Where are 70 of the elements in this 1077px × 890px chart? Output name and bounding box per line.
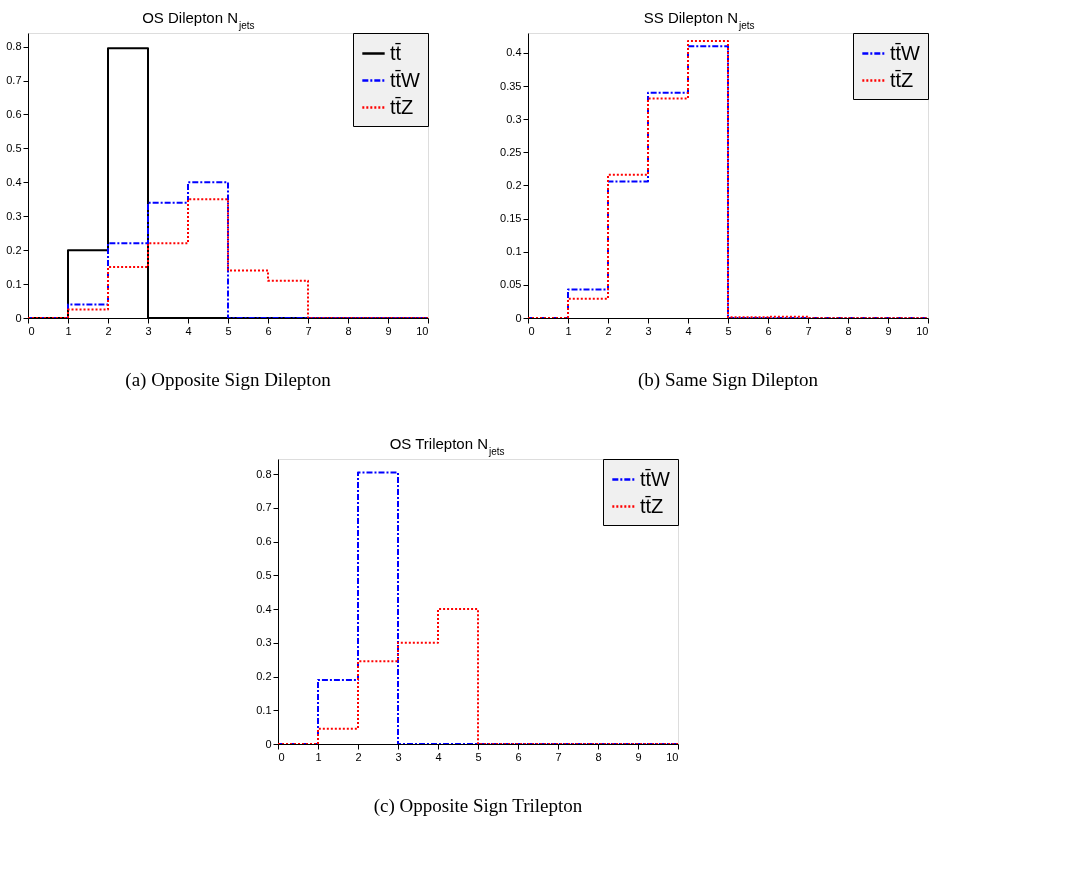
y-tick-label: 0.2: [6, 243, 22, 256]
x-tick-label: 8: [845, 324, 852, 337]
y-tick-label: 0.3: [256, 636, 272, 649]
x-tick-label: 2: [355, 750, 362, 763]
y-tick-label: 0.2: [506, 178, 522, 191]
legend-label: tt̄Z: [640, 494, 664, 517]
x-tick-label: 9: [635, 750, 642, 763]
x-tick-label: 7: [805, 324, 812, 337]
y-tick-label: 0.5: [6, 141, 22, 154]
x-tick-label: 2: [605, 324, 612, 337]
x-tick-label: 7: [305, 324, 312, 337]
legend-label: tt̄: [390, 41, 402, 64]
y-tick-label: 0.7: [6, 74, 22, 86]
x-tick-label: 9: [885, 324, 892, 337]
x-tick-label: 1: [565, 324, 572, 337]
y-tick-label: 0: [15, 311, 22, 324]
x-tick-label: 4: [685, 324, 692, 337]
x-tick-label: 0: [528, 324, 535, 337]
y-tick-label: 0.6: [6, 107, 22, 120]
x-tick-label: 10: [416, 324, 429, 337]
x-tick-label: 6: [765, 324, 772, 337]
x-tick-label: 4: [185, 324, 192, 337]
legend-label: tt̄W: [390, 68, 421, 91]
y-tick-label: 0.15: [500, 212, 522, 225]
x-tick-label: 0: [278, 750, 285, 763]
y-tick-label: 0.4: [506, 46, 522, 59]
y-tick-label: 0.6: [256, 535, 272, 548]
x-tick-label: 4: [435, 750, 442, 763]
y-tick-label: 0.7: [256, 501, 272, 514]
y-tick-label: 0.8: [256, 467, 272, 480]
x-tick-label: 6: [515, 750, 522, 763]
x-tick-label: 5: [475, 750, 482, 763]
x-tick-label: 8: [595, 750, 602, 763]
x-tick-label: 5: [725, 324, 732, 337]
x-tick-label: 1: [315, 750, 322, 763]
x-tick-label: 8: [345, 324, 352, 337]
y-tick-label: 0: [265, 737, 272, 750]
x-tick-label: 3: [395, 750, 402, 763]
y-tick-label: 0.1: [6, 277, 22, 290]
y-tick-label: 0.5: [256, 568, 272, 581]
y-tick-label: 0.4: [6, 175, 22, 188]
y-tick-label: 0.25: [500, 145, 522, 158]
y-tick-label: 0.3: [506, 112, 522, 125]
x-tick-label: 3: [645, 324, 652, 337]
y-tick-label: 0: [515, 311, 522, 324]
x-tick-label: 0: [28, 324, 35, 337]
y-tick-label: 0.3: [6, 209, 22, 222]
x-tick-label: 6: [265, 324, 272, 337]
x-tick-label: 3: [145, 324, 152, 337]
y-tick-label: 0.1: [256, 703, 272, 716]
text: (a) Opposite Sign Dilepton: [125, 369, 332, 391]
y-tick-label: 0.8: [6, 40, 22, 53]
legend-label: tt̄W: [890, 41, 921, 64]
text: (b) Same Sign Dilepton: [638, 369, 819, 391]
y-tick-label: 0.05: [500, 278, 522, 291]
legend-label: tt̄Z: [890, 68, 914, 91]
x-tick-label: 1: [65, 324, 72, 337]
legend-label: tt̄Z: [390, 95, 414, 118]
y-tick-label: 0.2: [256, 670, 272, 683]
y-tick-label: 0.1: [506, 245, 522, 258]
legend-label: tt̄W: [640, 467, 671, 490]
y-tick-label: 0.35: [500, 79, 522, 92]
x-tick-label: 10: [916, 324, 929, 337]
y-tick-label: 0.4: [256, 602, 272, 615]
x-tick-label: 5: [225, 324, 232, 337]
x-tick-label: 7: [555, 750, 562, 763]
x-tick-label: 10: [666, 750, 679, 763]
x-tick-label: 9: [385, 324, 392, 337]
x-tick-label: 2: [105, 324, 112, 337]
text: (c) Opposite Sign Trilepton: [373, 795, 583, 817]
